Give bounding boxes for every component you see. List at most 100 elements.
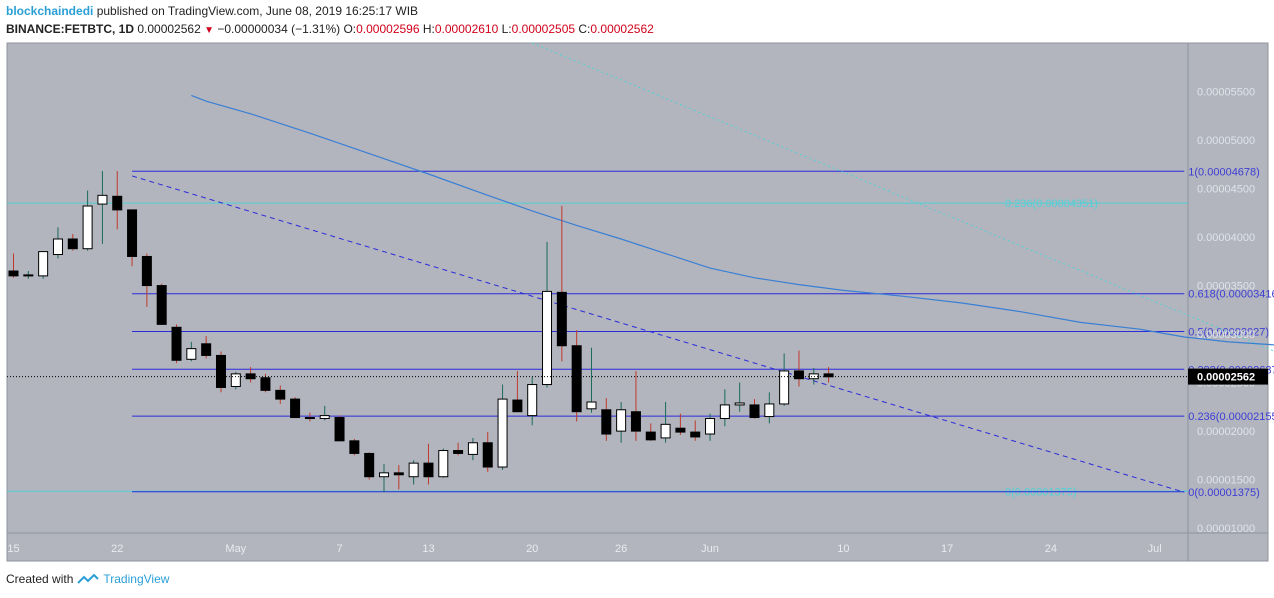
author-name[interactable]: blockchaindedi (6, 4, 94, 18)
y-tick-label: 0.00003500 (1197, 281, 1255, 293)
candle-up[interactable] (542, 290, 553, 386)
candle-down[interactable] (127, 209, 138, 257)
candle-up[interactable] (497, 398, 508, 468)
candle-up[interactable] (97, 194, 108, 205)
price-axis[interactable] (1188, 43, 1268, 533)
x-tick-label: May (225, 543, 246, 555)
last-price: 0.00002562 (137, 22, 201, 36)
candle-up[interactable] (23, 274, 34, 277)
cyan-trendline[interactable] (532, 42, 1274, 492)
candle-down[interactable] (630, 411, 641, 432)
x-tick-label: 24 (1045, 543, 1057, 555)
x-tick-label: 17 (941, 543, 953, 555)
candle-down[interactable] (275, 389, 286, 400)
candle-down[interactable] (675, 427, 686, 433)
candle-down[interactable] (393, 472, 404, 476)
candle-up[interactable] (779, 370, 790, 405)
footer: Created with TradingView (6, 572, 169, 586)
candle-down[interactable] (8, 270, 19, 277)
publish-info: blockchaindedi published on TradingView.… (6, 4, 418, 18)
candle-down[interactable] (453, 450, 464, 454)
high-label: H: (422, 22, 435, 36)
fib-level-label: 0.236(0.00002155) (1188, 411, 1274, 423)
candle-up[interactable] (586, 401, 597, 410)
candle-down[interactable] (201, 343, 212, 356)
candle-up[interactable] (52, 238, 63, 256)
y-tick-label: 0.00004000 (1197, 232, 1255, 244)
x-tick-label: 26 (615, 543, 627, 555)
candle-up[interactable] (660, 423, 671, 439)
candle-down[interactable] (334, 417, 345, 442)
candle-down[interactable] (215, 354, 226, 388)
last-price-tag-label: 0.00002562 (1197, 372, 1255, 384)
tradingview-logo-icon[interactable] (77, 573, 100, 585)
candle-up[interactable] (319, 415, 330, 420)
candle-up[interactable] (82, 205, 93, 250)
candle-down[interactable] (67, 238, 78, 250)
candle-down[interactable] (482, 442, 493, 468)
candle-up[interactable] (186, 348, 197, 360)
cyan-level-label: 0.236(0.00004351) (1005, 198, 1098, 210)
x-tick-label: 20 (526, 543, 538, 555)
fib-level-label: 1(0.00004678) (1188, 166, 1260, 178)
candle-down[interactable] (556, 291, 567, 347)
x-tick-label: 10 (837, 543, 849, 555)
candle-down[interactable] (749, 404, 760, 419)
open-value: 0.00002596 (356, 22, 420, 36)
candle-up[interactable] (719, 404, 730, 420)
candle-down[interactable] (304, 417, 315, 420)
candle-down[interactable] (349, 440, 360, 454)
low-label: L: (501, 22, 512, 36)
fib-level-label: 0.618(0.00003416) (1188, 289, 1274, 301)
y-tick-label: 0.00002000 (1197, 426, 1255, 438)
candle-up[interactable] (467, 442, 478, 455)
dashed-trendline[interactable] (131, 175, 1185, 493)
x-tick-label: 15 (7, 543, 19, 555)
candle-up[interactable] (734, 402, 745, 406)
candle-down[interactable] (171, 326, 182, 361)
x-tick-label: Jul (1148, 543, 1162, 555)
y-tick-label: 0.00003000 (1197, 329, 1255, 341)
candle-down[interactable] (645, 431, 656, 441)
candle-up[interactable] (527, 384, 538, 417)
x-tick-label: 7 (336, 543, 342, 555)
candle-up[interactable] (230, 373, 241, 387)
open-label: O: (343, 22, 357, 36)
chart-border (6, 42, 1269, 562)
close-label: C: (578, 22, 591, 36)
candle-down[interactable] (690, 431, 701, 438)
candle-down[interactable] (423, 462, 434, 478)
candle-up[interactable] (408, 462, 419, 478)
candle-up[interactable] (808, 373, 819, 380)
candle-up[interactable] (38, 251, 49, 277)
candle-down[interactable] (260, 377, 271, 391)
high-value: 0.00002610 (434, 22, 499, 36)
candle-down[interactable] (512, 399, 523, 413)
candle-down[interactable] (793, 370, 804, 380)
moving-average-line[interactable] (191, 94, 1274, 346)
candle-up[interactable] (764, 403, 775, 418)
candle-down[interactable] (601, 409, 612, 435)
created-with-text: Created with (6, 572, 74, 586)
fib-level-label: 0.5(0.00003027) (1188, 326, 1269, 338)
candle-down[interactable] (290, 398, 301, 419)
time-axis[interactable] (7, 533, 1268, 561)
candle-down[interactable] (364, 452, 375, 478)
x-tick-label: Jun (701, 543, 719, 555)
candle-down[interactable] (112, 195, 123, 211)
candle-up[interactable] (616, 409, 627, 432)
candle-down[interactable] (156, 285, 167, 325)
y-tick-label: 0.00001500 (1197, 475, 1255, 487)
candle-up[interactable] (705, 418, 716, 435)
tradingview-brand[interactable]: TradingView (103, 572, 170, 586)
candle-down[interactable] (571, 345, 582, 413)
candle-down[interactable] (141, 255, 152, 287)
candle-up[interactable] (438, 450, 449, 478)
close-value: 0.00002562 (590, 22, 654, 36)
last-price-tag (1188, 368, 1268, 385)
candle-down[interactable] (823, 373, 834, 378)
candle-up[interactable] (379, 472, 389, 478)
cyan-level-label: 0(0.00001375) (1005, 486, 1077, 498)
plot-area[interactable] (7, 43, 1188, 533)
